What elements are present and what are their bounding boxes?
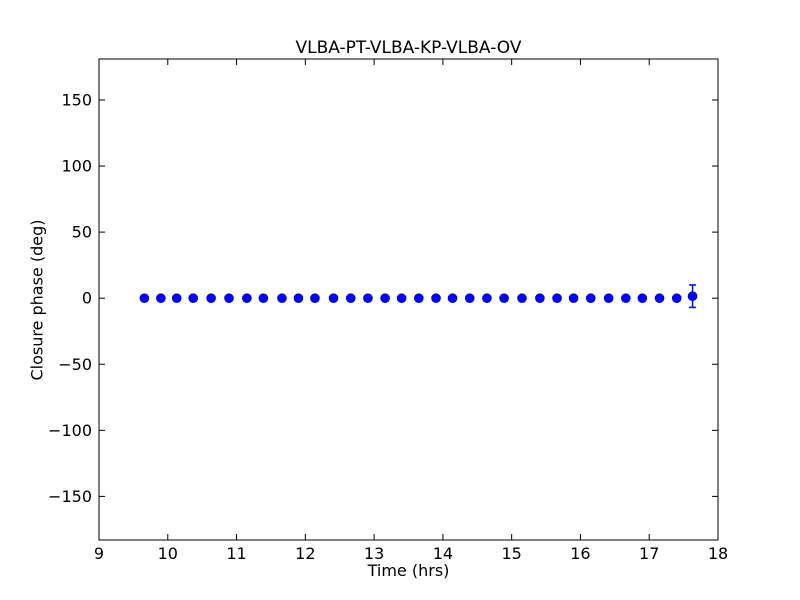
svg-text:14: 14 (433, 544, 453, 563)
svg-text:50: 50 (72, 223, 92, 242)
svg-text:100: 100 (61, 157, 92, 176)
svg-text:11: 11 (226, 544, 246, 563)
x-axis-label: Time (hrs) (367, 561, 450, 580)
svg-text:−50: −50 (58, 355, 92, 374)
svg-text:17: 17 (639, 544, 659, 563)
svg-text:0: 0 (82, 289, 92, 308)
svg-text:13: 13 (364, 544, 384, 563)
chart-title: VLBA-PT-VLBA-KP-VLBA-OV (295, 38, 522, 58)
svg-text:18: 18 (708, 544, 728, 563)
svg-text:−150: −150 (48, 487, 92, 506)
svg-text:9: 9 (94, 544, 104, 563)
svg-text:12: 12 (295, 544, 315, 563)
svg-text:−100: −100 (48, 421, 92, 440)
svg-text:10: 10 (158, 544, 178, 563)
svg-text:150: 150 (61, 90, 92, 109)
svg-text:16: 16 (570, 544, 590, 563)
svg-text:15: 15 (501, 544, 521, 563)
